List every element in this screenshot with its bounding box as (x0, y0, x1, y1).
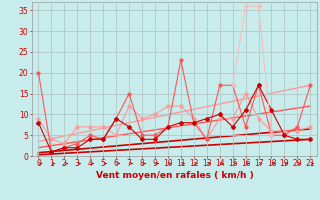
X-axis label: Vent moyen/en rafales ( km/h ): Vent moyen/en rafales ( km/h ) (96, 171, 253, 180)
